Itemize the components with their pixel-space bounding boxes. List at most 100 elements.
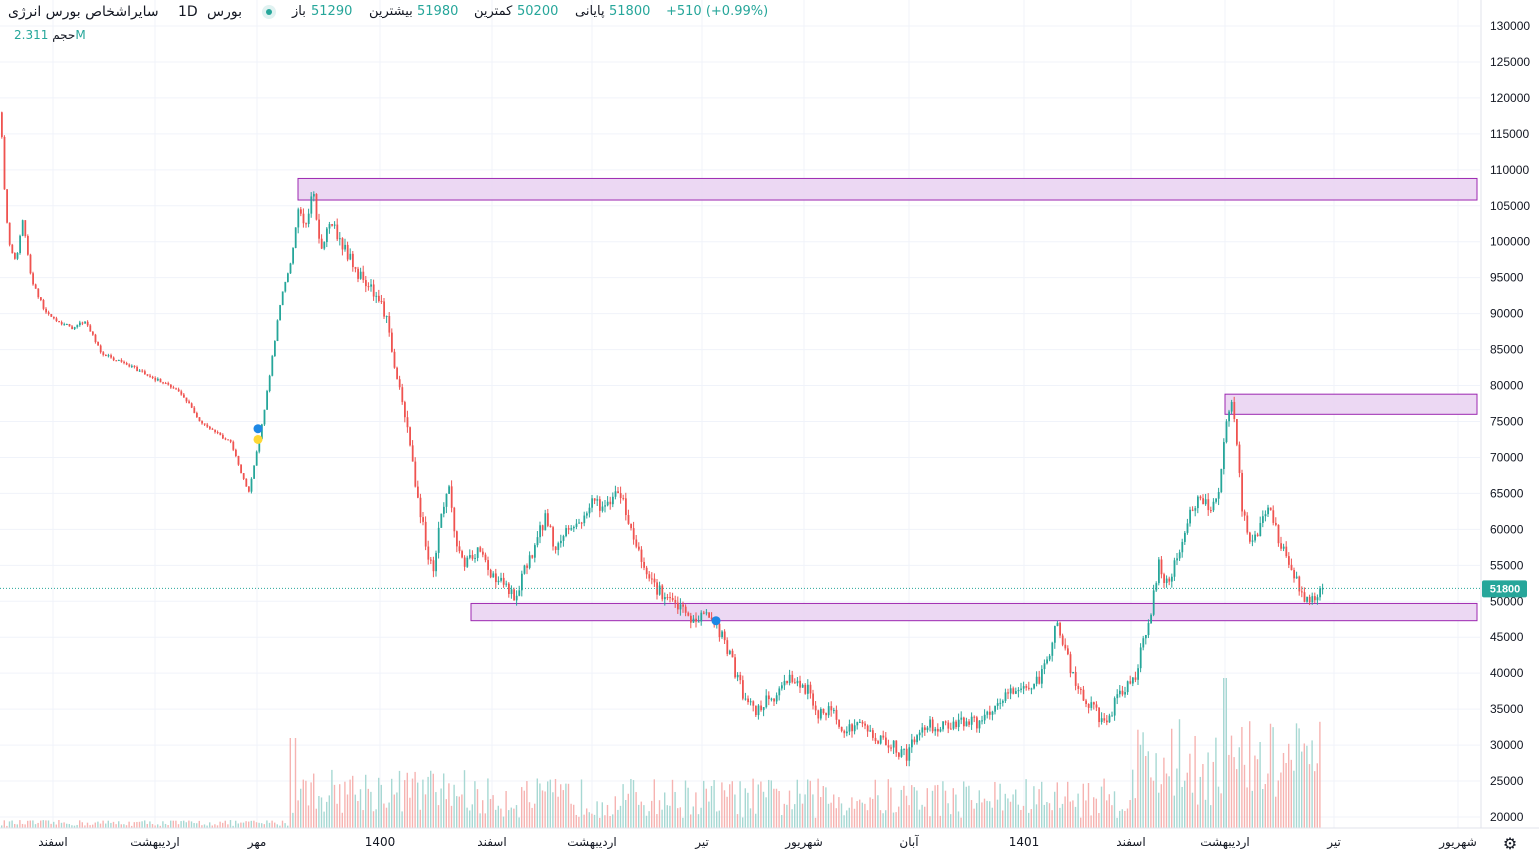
candle-down — [495, 573, 497, 583]
price-tick-label: 60000 — [1490, 522, 1524, 536]
candle-down — [47, 312, 50, 314]
volume-bar — [619, 805, 622, 828]
price-axis[interactable]: 130000 125000 120000 115000 110000 105000 1000… — [1490, 19, 1530, 824]
volume-bar — [973, 808, 975, 828]
volume-bar — [781, 815, 783, 828]
candle-down — [635, 539, 638, 547]
volume-bars — [1, 678, 1321, 828]
volume-bar — [1186, 772, 1188, 828]
candle-down — [115, 360, 118, 362]
candle-up — [859, 721, 861, 723]
candle-down — [110, 355, 112, 358]
candle-down — [653, 578, 656, 583]
volume-bar — [229, 820, 232, 828]
candle-down — [24, 220, 27, 237]
candle-down — [411, 445, 414, 462]
volume-bar — [188, 820, 190, 828]
candle-down — [723, 631, 726, 641]
candle-down — [955, 721, 957, 728]
volume-bar — [835, 808, 837, 828]
volume-bar — [627, 793, 629, 828]
candle-down — [1012, 688, 1015, 694]
volume-bar — [37, 822, 39, 828]
volume-bar — [684, 780, 687, 828]
volume-bar — [8, 821, 11, 828]
candle-down — [794, 682, 796, 684]
candle-down — [94, 334, 97, 343]
volume-bar — [440, 788, 442, 828]
volume-bar — [437, 805, 440, 828]
volume-bar — [344, 781, 346, 828]
volume-bar — [50, 823, 52, 828]
candle-down — [1028, 687, 1030, 689]
candle-up — [820, 708, 822, 719]
candle-down — [609, 501, 612, 505]
candle-up — [679, 604, 682, 610]
volume-bar — [1160, 784, 1162, 828]
candle-down — [508, 583, 510, 595]
candle-down — [398, 379, 401, 388]
volume-bar — [801, 803, 804, 828]
volume-bar — [830, 802, 832, 828]
volume-bar — [1080, 817, 1082, 828]
volume-bar — [206, 825, 208, 828]
volume-bar — [448, 783, 450, 828]
volume-bar — [268, 822, 271, 828]
volume-bar — [1301, 751, 1303, 828]
volume-bar — [1204, 799, 1207, 828]
volume-bar — [978, 790, 980, 828]
volume-bar — [518, 817, 520, 828]
candle-down — [651, 578, 653, 580]
candle-down — [851, 724, 853, 732]
volume-bar — [131, 825, 133, 828]
candle-down — [760, 705, 762, 711]
volume-bar — [242, 822, 245, 828]
timeframe-label[interactable]: 1D — [178, 4, 198, 20]
candle-up — [986, 711, 989, 715]
candle-down — [29, 254, 32, 274]
volume-bar — [838, 797, 840, 828]
volume-bar — [877, 795, 879, 828]
volume-bar — [1259, 742, 1261, 828]
volume-bar — [970, 800, 973, 828]
volume-bar — [1041, 781, 1043, 828]
volume-bar — [409, 797, 411, 828]
candle-down — [401, 387, 404, 403]
candle-down — [362, 271, 365, 281]
candle-down — [352, 253, 354, 268]
volume-bar — [258, 822, 260, 828]
candle-down — [731, 650, 734, 658]
candle-down — [687, 612, 690, 616]
candle-down — [1285, 546, 1288, 557]
volume-bar — [203, 824, 206, 828]
candle-up — [952, 721, 955, 729]
candle-up — [1251, 540, 1254, 542]
volume-bar — [1249, 721, 1251, 828]
volume-bar — [1111, 805, 1113, 828]
symbol-title[interactable]: سایراشخاص بورس انرژی — [8, 4, 159, 20]
time-axis[interactable]: اسفند اردیبهشت مهر 1400 اسفند اردیبهشت تیر شهری… — [38, 834, 1476, 850]
volume-bar — [534, 803, 536, 828]
volume-bar — [1103, 778, 1105, 828]
candle-down — [1168, 578, 1171, 582]
time-tick-label: اردیبهشت — [567, 835, 616, 850]
candle-up — [1306, 596, 1308, 602]
volume-bar — [864, 803, 866, 828]
volume-bar — [305, 780, 307, 828]
candle-down — [976, 717, 978, 729]
candle-down — [430, 559, 432, 561]
price-tick-label: 55000 — [1490, 558, 1524, 572]
candle-down — [1059, 622, 1061, 636]
candle-down — [461, 551, 463, 558]
candle-up — [757, 705, 760, 716]
last-price-text: 51800 — [1490, 583, 1521, 595]
candle-down — [141, 370, 144, 372]
volume-bar — [697, 814, 700, 828]
candle-down — [27, 236, 29, 255]
volume-bar — [302, 779, 304, 828]
gear-icon[interactable]: ⚙ — [1502, 834, 1518, 853]
candle-down — [479, 547, 482, 552]
volume-bar — [515, 805, 518, 828]
volume-bar — [885, 810, 887, 828]
